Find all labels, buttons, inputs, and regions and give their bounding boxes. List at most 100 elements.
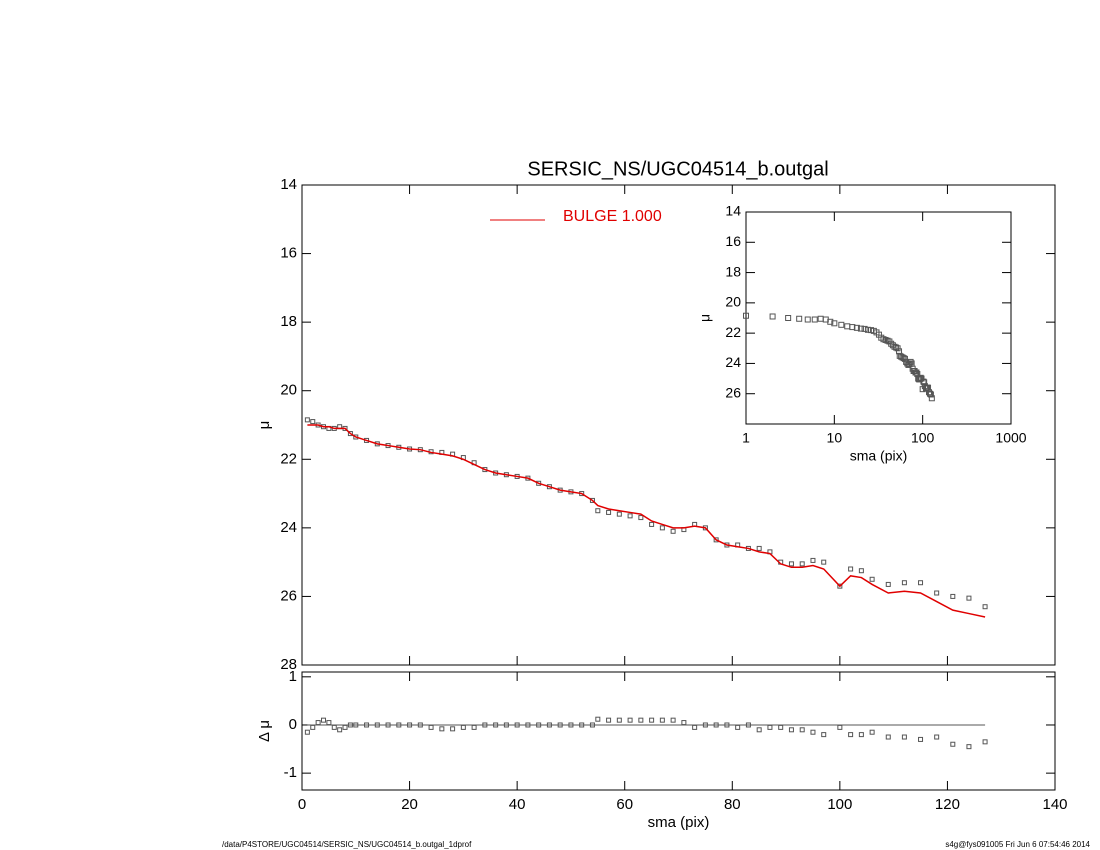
y-tick-label: 26 bbox=[725, 384, 741, 400]
y-tick-label: 24 bbox=[280, 519, 297, 536]
data-point bbox=[331, 724, 337, 730]
x-tick-label: 140 bbox=[1042, 796, 1067, 813]
data-point bbox=[659, 525, 665, 531]
data-point bbox=[888, 340, 895, 347]
x-tick-label: 80 bbox=[724, 796, 741, 813]
x-tick-label: 0 bbox=[298, 796, 306, 813]
data-point bbox=[460, 724, 466, 730]
data-point bbox=[756, 545, 762, 551]
x-tick-label: 1000 bbox=[995, 430, 1026, 446]
data-point bbox=[950, 741, 956, 747]
data-point bbox=[310, 724, 316, 730]
data-point bbox=[616, 511, 622, 517]
data-point bbox=[326, 720, 332, 726]
data-point bbox=[525, 722, 531, 728]
data-point bbox=[918, 736, 924, 742]
data-point bbox=[831, 320, 838, 327]
data-point bbox=[769, 313, 776, 320]
data-point bbox=[337, 727, 343, 733]
data-point bbox=[858, 568, 864, 574]
data-point bbox=[589, 722, 595, 728]
data-point bbox=[950, 593, 956, 599]
data-point bbox=[347, 431, 353, 437]
data-point bbox=[869, 729, 875, 735]
y-tick-label: 20 bbox=[725, 294, 741, 310]
data-point bbox=[681, 720, 687, 726]
footer-stamp: s4g@fys091005 Fri Jun 6 07:54:46 2014 bbox=[945, 840, 1090, 849]
x-axis-label: sma (pix) bbox=[850, 448, 908, 464]
data-point bbox=[407, 722, 413, 728]
y-tick-label: 26 bbox=[280, 587, 297, 604]
data-point bbox=[907, 358, 914, 365]
x-tick-label: 120 bbox=[935, 796, 960, 813]
y-tick-label: 24 bbox=[725, 354, 741, 370]
data-point bbox=[713, 722, 719, 728]
plot-frame bbox=[301, 184, 1056, 666]
data-point bbox=[799, 727, 805, 733]
data-point bbox=[885, 581, 891, 587]
data-point bbox=[503, 722, 509, 728]
data-point bbox=[649, 717, 655, 723]
y-tick-label: 0 bbox=[289, 716, 297, 733]
data-point bbox=[966, 595, 972, 601]
data-point bbox=[810, 729, 816, 735]
x-tick-label: 100 bbox=[911, 430, 935, 446]
data-point bbox=[891, 343, 898, 350]
y-axis-label: μ bbox=[256, 421, 273, 430]
data-point bbox=[606, 509, 612, 515]
data-point bbox=[304, 417, 310, 423]
data-point bbox=[659, 717, 665, 723]
data-point bbox=[756, 727, 762, 733]
data-point bbox=[304, 729, 310, 735]
data-point bbox=[606, 717, 612, 723]
y-tick-label: 18 bbox=[280, 313, 297, 330]
model-line bbox=[307, 424, 986, 618]
data-point bbox=[934, 734, 940, 740]
data-point bbox=[342, 724, 348, 730]
data-point bbox=[616, 717, 622, 723]
data-point bbox=[536, 722, 542, 728]
data-point bbox=[837, 724, 843, 730]
y-tick-label: 22 bbox=[280, 450, 297, 467]
data-point bbox=[595, 508, 601, 514]
x-tick-label: 60 bbox=[616, 796, 633, 813]
data-point bbox=[670, 528, 676, 534]
data-point bbox=[670, 717, 676, 723]
data-point bbox=[745, 722, 751, 728]
y-tick-label: 16 bbox=[280, 245, 297, 262]
data-point bbox=[884, 337, 891, 344]
data-point bbox=[796, 315, 803, 322]
plot-frame bbox=[301, 671, 1056, 791]
data-point bbox=[638, 515, 644, 521]
data-point bbox=[385, 722, 391, 728]
data-point bbox=[638, 717, 644, 723]
chart-title: SERSIC_NS/UGC04514_b.outgal bbox=[527, 158, 828, 180]
data-point bbox=[882, 336, 889, 343]
data-point bbox=[315, 720, 321, 726]
data-point bbox=[848, 566, 854, 572]
data-point bbox=[788, 727, 794, 733]
data-point bbox=[692, 724, 698, 730]
data-point bbox=[928, 395, 935, 402]
data-point bbox=[396, 722, 402, 728]
data-point bbox=[417, 722, 423, 728]
data-point bbox=[901, 580, 907, 586]
data-point bbox=[735, 724, 741, 730]
data-point bbox=[918, 580, 924, 586]
data-point bbox=[589, 497, 595, 503]
data-point bbox=[934, 590, 940, 596]
legend-label: BULGE 1.000 bbox=[563, 208, 662, 225]
data-point bbox=[857, 325, 864, 332]
data-point bbox=[374, 722, 380, 728]
data-point bbox=[864, 326, 871, 333]
data-point bbox=[310, 419, 316, 425]
y-tick-label: 14 bbox=[725, 203, 741, 219]
data-point bbox=[811, 316, 818, 323]
data-point bbox=[353, 722, 359, 728]
y-tick-label: 14 bbox=[280, 176, 297, 193]
data-point bbox=[788, 561, 794, 567]
data-point bbox=[861, 325, 868, 332]
y-tick-label: 20 bbox=[280, 382, 297, 399]
data-point bbox=[894, 345, 901, 352]
